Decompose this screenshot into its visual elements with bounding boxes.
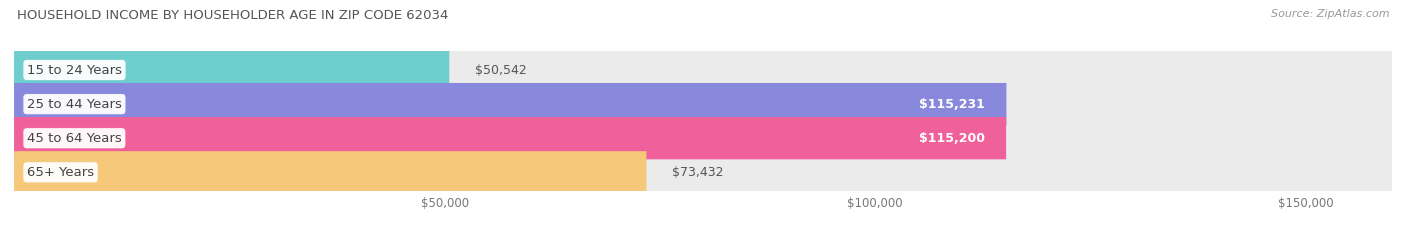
Text: 15 to 24 Years: 15 to 24 Years — [27, 64, 122, 76]
Bar — [14, 87, 1392, 121]
Text: $115,200: $115,200 — [918, 132, 984, 145]
Text: Source: ZipAtlas.com: Source: ZipAtlas.com — [1271, 9, 1389, 19]
Text: 25 to 44 Years: 25 to 44 Years — [27, 98, 122, 111]
Bar — [14, 53, 1392, 87]
FancyBboxPatch shape — [14, 49, 450, 91]
FancyBboxPatch shape — [14, 83, 1392, 125]
Bar — [14, 121, 1392, 155]
Text: 45 to 64 Years: 45 to 64 Years — [27, 132, 122, 145]
Text: $73,432: $73,432 — [672, 166, 724, 179]
FancyBboxPatch shape — [14, 117, 1007, 159]
FancyBboxPatch shape — [14, 151, 1392, 193]
FancyBboxPatch shape — [14, 83, 1007, 125]
Text: HOUSEHOLD INCOME BY HOUSEHOLDER AGE IN ZIP CODE 62034: HOUSEHOLD INCOME BY HOUSEHOLDER AGE IN Z… — [17, 9, 449, 22]
FancyBboxPatch shape — [14, 49, 1392, 91]
Text: $115,231: $115,231 — [920, 98, 984, 111]
Text: $50,542: $50,542 — [475, 64, 527, 76]
Text: 65+ Years: 65+ Years — [27, 166, 94, 179]
FancyBboxPatch shape — [14, 151, 647, 193]
FancyBboxPatch shape — [14, 117, 1392, 159]
Bar — [14, 155, 1392, 189]
